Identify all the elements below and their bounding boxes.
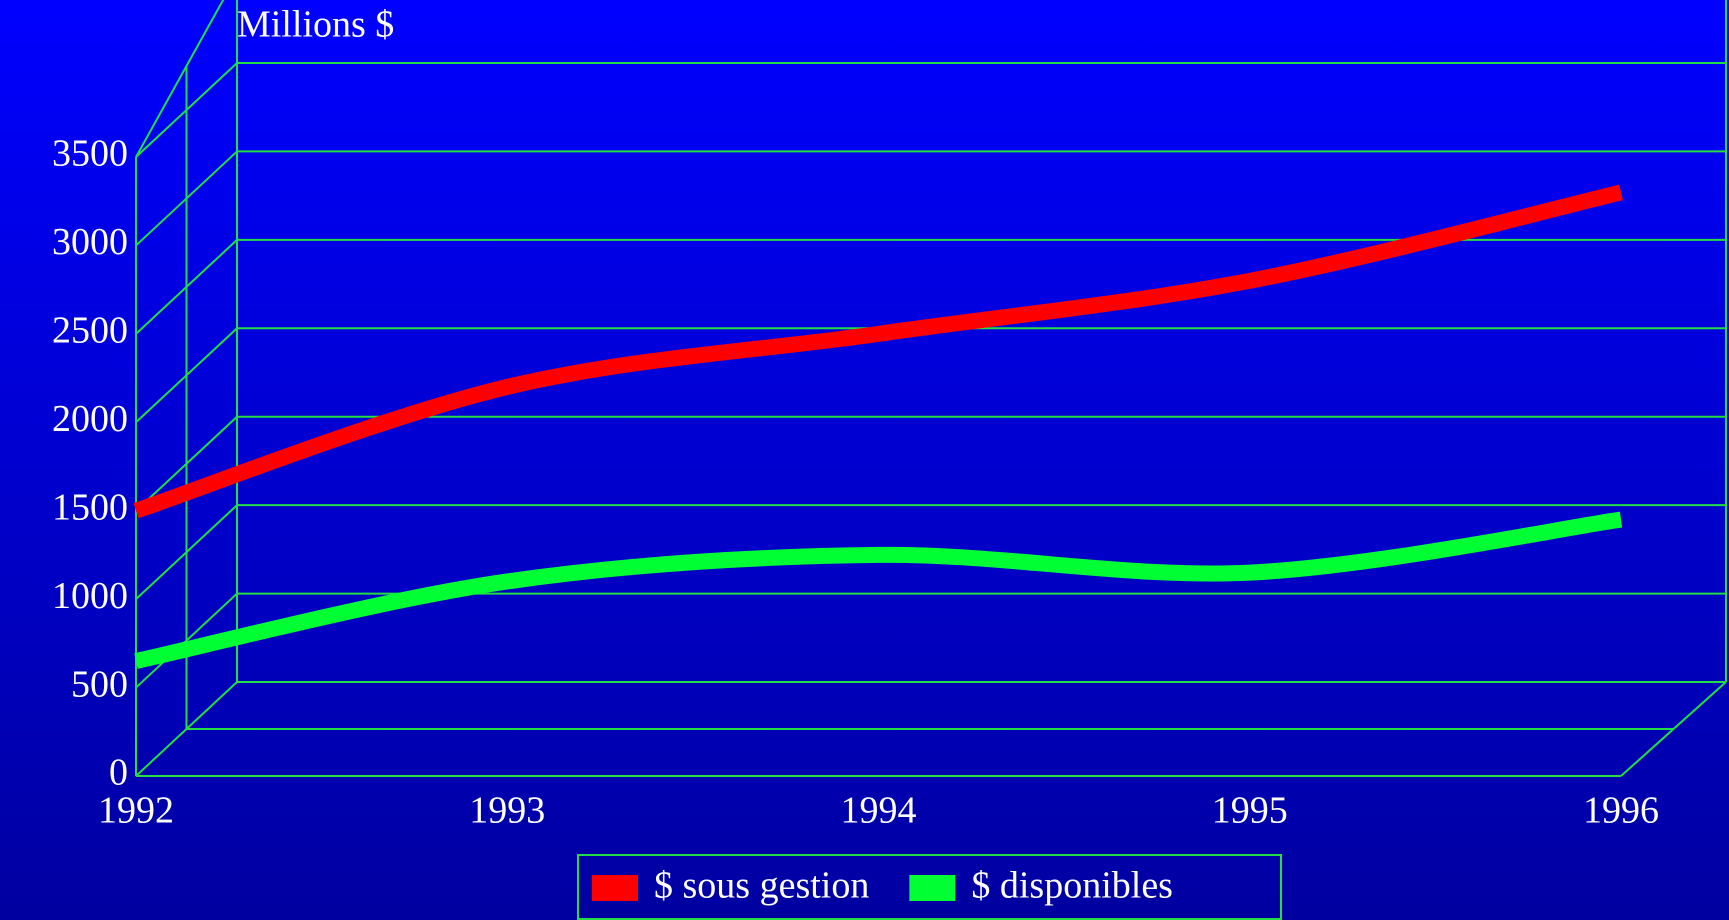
grid-line-side <box>135 62 238 158</box>
legend-label: $ disponibles <box>971 865 1173 907</box>
x-tick-label: 1994 <box>841 790 917 832</box>
x-tick-label: 1993 <box>469 790 545 832</box>
grid-line-side <box>135 681 238 777</box>
x-tick-label: 1995 <box>1212 790 1288 832</box>
y-tick-label: 3500 <box>52 133 128 175</box>
legend-label: $ sous gestion <box>654 865 869 907</box>
series-line <box>134 511 1623 669</box>
grid-line-side <box>135 592 238 689</box>
series-line <box>133 184 1623 519</box>
x-tick-label: 1992 <box>98 790 174 832</box>
grid-line-side <box>135 504 238 600</box>
y-tick-label: 500 <box>71 663 128 705</box>
legend-box <box>577 854 1282 920</box>
grid-line-side <box>135 239 238 335</box>
side-top <box>135 0 225 158</box>
y-tick-label: 2500 <box>52 310 128 352</box>
grid-line-side <box>135 327 238 424</box>
x-tick-label: 1996 <box>1583 790 1659 832</box>
y-tick-label: 0 <box>109 752 128 794</box>
y-tick-label: 1000 <box>52 575 128 617</box>
chart-title: Millions $ <box>237 4 394 46</box>
floor-right <box>1620 681 1727 777</box>
grid-line-side <box>135 150 238 247</box>
y-tick-label: 2000 <box>52 398 128 440</box>
legend-swatch <box>592 875 638 901</box>
y-tick-label: 3000 <box>52 221 128 263</box>
grid-line-side <box>135 415 238 512</box>
y-tick-label: 1500 <box>52 486 128 528</box>
legend-swatch <box>909 875 956 901</box>
